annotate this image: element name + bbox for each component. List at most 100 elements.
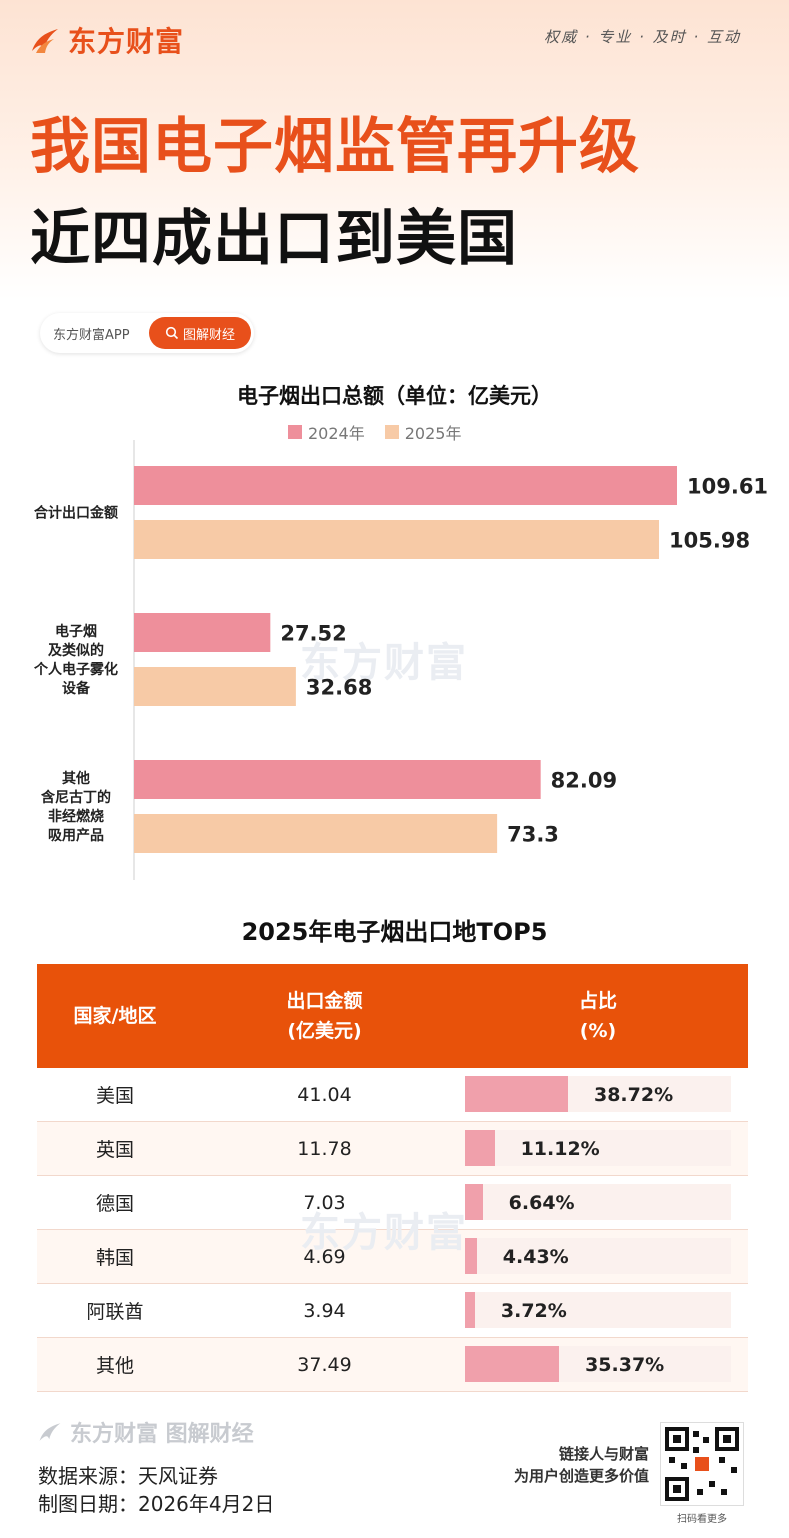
data-label-2024-1: 27.52 <box>280 622 346 646</box>
cell-amount: 41.04 <box>297 1083 352 1106</box>
main-title-line1: 我国电子烟监管再升级 <box>30 112 640 182</box>
category-label-1-2: 个人电子雾化 <box>33 661 118 678</box>
share-bar <box>465 1130 495 1166</box>
table-row: 英国 11.78 11.12% <box>37 1122 748 1176</box>
bar-2024-0 <box>134 466 677 505</box>
footer-brand: 东方财富 图解财经 <box>36 1416 254 1448</box>
legend-swatch-2025 <box>384 425 399 439</box>
share-label: 35.37% <box>585 1353 665 1376</box>
table-row: 德国 7.03 6.64% <box>37 1176 748 1230</box>
header-share-unit: (%) <box>579 1020 617 1042</box>
header-amount-unit: (亿美元) <box>287 1020 362 1042</box>
legend-item-2025: 2025年 <box>384 420 462 444</box>
share-bar <box>465 1346 560 1382</box>
cell-country: 韩国 <box>95 1247 134 1269</box>
category-label-1-0: 电子烟 <box>55 623 97 640</box>
hero-background <box>0 0 789 300</box>
share-bar <box>465 1292 475 1328</box>
share-label: 3.72% <box>500 1299 567 1322</box>
watermark: 东方财富 <box>300 630 468 688</box>
watermark-table: 东方财富 <box>300 1200 468 1258</box>
legend-label-2025: 2025年 <box>404 424 462 443</box>
data-label-2025-0: 105.98 <box>669 529 750 553</box>
legend-label-2024: 2024年 <box>308 424 365 443</box>
category-label-2-3: 吸用产品 <box>48 827 104 844</box>
cell-amount: 11.78 <box>297 1137 352 1160</box>
share-label: 11.12% <box>520 1137 600 1160</box>
main-title-line2: 近四成出口到美国 <box>30 204 518 274</box>
cell-amount: 4.69 <box>303 1245 346 1268</box>
cell-amount: 7.03 <box>303 1191 346 1214</box>
share-bar <box>465 1076 568 1112</box>
cell-amount: 3.94 <box>303 1299 346 1322</box>
bar-2025-2 <box>134 814 498 853</box>
share-track <box>465 1238 731 1274</box>
qr-code[interactable] <box>660 1422 744 1506</box>
cell-country: 阿联酋 <box>86 1301 144 1323</box>
share-bar <box>465 1184 483 1220</box>
share-track <box>465 1292 731 1328</box>
table-title: 2025年电子烟出口地TOP5 <box>241 918 548 946</box>
footer-brand-text: 东方财富 图解财经 <box>70 1422 254 1447</box>
logo-text: 东方财富 <box>68 25 185 58</box>
tag-button[interactable]: 图解财经 <box>149 317 251 349</box>
cell-country: 德国 <box>95 1193 134 1215</box>
data-label-2024-2: 82.09 <box>551 769 617 793</box>
header-country: 国家/地区 <box>37 964 193 1068</box>
brand-logo: 东方财富 <box>28 22 184 58</box>
promo-text: 链接人与财富 为用户创造更多价值 <box>514 1443 649 1487</box>
share-track <box>465 1184 731 1220</box>
category-label-0-0: 合计出口金额 <box>34 505 118 522</box>
watermark-table-text: 东方财富 <box>300 1210 468 1256</box>
cell-country: 其他 <box>95 1355 134 1377</box>
cell-country: 美国 <box>95 1085 134 1107</box>
slogan: 权威 · 专业 · 及时 · 互动 <box>544 28 741 46</box>
legend-item-2024: 2024年 <box>288 420 365 444</box>
data-label-2025-2: 73.3 <box>507 823 559 847</box>
bar-2024-1 <box>134 613 271 652</box>
qr-code-icon <box>665 1427 739 1501</box>
share-track <box>465 1130 731 1166</box>
share-label: 6.64% <box>508 1191 575 1214</box>
flame-icon <box>32 29 58 53</box>
header-amount: 出口金额 (亿美元) <box>237 964 412 1068</box>
cell-amount: 37.49 <box>297 1353 352 1376</box>
data-label-2024-0: 109.61 <box>687 475 768 499</box>
header-country-label: 国家/地区 <box>73 1005 157 1027</box>
chart-date: 制图日期：2026年4月2日 <box>38 1492 275 1516</box>
data-label-2025-1: 32.68 <box>306 676 372 700</box>
promo-line2: 为用户创造更多价值 <box>513 1467 649 1485</box>
table-row: 阿联酋 3.94 3.72% <box>37 1284 748 1338</box>
promo-line1: 链接人与财富 <box>558 1445 649 1463</box>
header-share: 占比 (%) <box>465 964 731 1068</box>
cell-country: 英国 <box>95 1139 134 1161</box>
source-info: 数据来源：天风证券 制图日期：2026年4月2日 <box>38 1462 274 1518</box>
table-header: 国家/地区 出口金额 (亿美元) 占比 (%) <box>37 964 748 1068</box>
app-name: 东方财富APP <box>53 327 130 343</box>
header-share-label: 占比 <box>578 990 617 1012</box>
header-amount-label: 出口金额 <box>286 990 363 1012</box>
category-label-1-1: 及类似的 <box>48 642 104 659</box>
category-label-2-0: 其他 <box>62 770 90 787</box>
data-source: 数据来源：天风证券 <box>38 1464 218 1488</box>
category-label-2-1: 含尼古丁的 <box>41 789 111 806</box>
category-label-2-2: 非经燃烧 <box>48 808 104 825</box>
search-icon <box>165 326 179 340</box>
bar-chart: 109.61 105.98 合计出口金额 27.52 32.68 电子烟及类似的个人电子雾… <box>33 440 768 880</box>
footer-flame-icon <box>39 1423 61 1441</box>
table-body: 美国 41.04 38.72% 英国 11.78 11.12% 德国 7.03 6.64% 韩国 4… <box>37 1068 748 1392</box>
app-badge[interactable]: 东方财富APP 图解财经 <box>40 313 254 353</box>
share-label: 38.72% <box>593 1083 674 1106</box>
table-row: 美国 41.04 38.72% <box>37 1068 748 1122</box>
watermark-text: 东方财富 <box>300 640 468 686</box>
qr-caption: 扫码看更多 <box>677 1514 727 1525</box>
share-bar <box>465 1238 477 1274</box>
chart-legend: 2024年 2025年 <box>288 420 481 444</box>
chart-title: 电子烟出口总额（单位：亿美元） <box>237 384 552 408</box>
legend-swatch-2024 <box>288 425 302 439</box>
bar-2025-1 <box>134 667 296 706</box>
bar-2025-0 <box>134 520 660 559</box>
table-row: 韩国 4.69 4.43% <box>37 1230 748 1284</box>
bar-2024-2 <box>134 760 541 799</box>
category-label-1-3: 设备 <box>62 680 91 697</box>
